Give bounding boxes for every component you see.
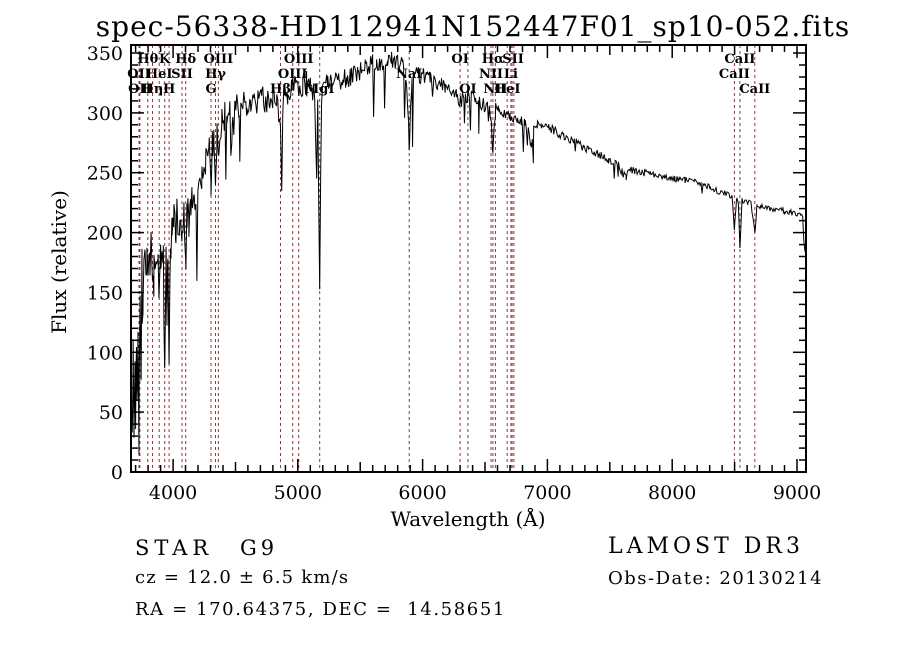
svg-text:9000: 9000 (773, 482, 821, 504)
line-label-CaII: CaII (719, 67, 750, 82)
line-label-Hη: Hη (142, 82, 164, 97)
line-label-SII: SII (502, 52, 524, 67)
line-label-HeI: HeI (146, 67, 173, 82)
line-label-Hθ: Hθ (137, 52, 158, 67)
svg-text:6000: 6000 (398, 482, 446, 504)
line-label-Hγ: Hγ (205, 67, 226, 82)
obs-date-label: Obs-Date: 20130214 (608, 568, 824, 589)
spectrum-trace (131, 51, 806, 471)
cz-value-label: cz = 12.0 ± 6.5 km/s (135, 567, 350, 588)
line-label-HeI: HeI (494, 82, 521, 97)
ra-dec-label: RA = 170.64375, DEC = 14.58651 (135, 599, 506, 620)
svg-text:5000: 5000 (274, 482, 322, 504)
svg-text:50: 50 (99, 402, 123, 424)
svg-text:100: 100 (87, 342, 123, 364)
line-label-OIII: OIII (204, 52, 234, 67)
line-label-OII: OII (127, 67, 151, 82)
x-tick-labels: 4000 5000 6000 7000 8000 9000 (149, 482, 821, 504)
line-label-Li: Li (504, 67, 518, 82)
line-label-CaII: CaII (739, 82, 770, 97)
x-axis-title: Wavelength (Å) (390, 506, 545, 531)
svg-text:4000: 4000 (149, 482, 197, 504)
svg-text:8000: 8000 (648, 482, 696, 504)
line-label-G: G (205, 82, 216, 97)
survey-release-label: LAMOST DR3 (608, 534, 804, 559)
page-title: spec-56338-HD112941N152447F01_sp10-052.f… (95, 10, 851, 43)
spectral-line-labels: OIIOIIHθHηHeIKHSIIHδGHγOIIIHβOIIIOIIIMgI… (127, 52, 770, 97)
line-label-OI: OI (451, 52, 468, 67)
svg-text:150: 150 (87, 282, 123, 304)
spectral-line-markers (138, 45, 756, 471)
axes-box (130, 44, 807, 473)
line-label-SII: SII (171, 67, 193, 82)
line-label-NII: NII (483, 82, 507, 97)
line-label-Hα: Hα (482, 52, 504, 67)
line-label-OIII: OIII (278, 67, 308, 82)
line-label-K: K (159, 52, 171, 67)
y-tick-labels: 0 50 100 150 200 250 300 350 (87, 43, 123, 484)
line-label-NII: NII (479, 67, 503, 82)
svg-text:200: 200 (87, 223, 123, 245)
svg-text:300: 300 (87, 103, 123, 125)
line-label-CaII: CaII (724, 52, 755, 67)
y-axis-title: Flux (relative) (47, 190, 71, 334)
line-label-OII: OII (128, 82, 152, 97)
object-class-label: STAR (135, 536, 214, 560)
svg-text:250: 250 (87, 163, 123, 185)
svg-text:350: 350 (87, 43, 123, 65)
line-label-H: H (163, 82, 175, 97)
svg-text:7000: 7000 (523, 482, 571, 504)
svg-text:0: 0 (111, 462, 123, 484)
axis-ticks (132, 46, 805, 473)
subclass-label: G9 (240, 536, 279, 560)
line-label-OIII: OIII (284, 52, 314, 67)
line-label-Hδ: Hδ (175, 52, 196, 67)
